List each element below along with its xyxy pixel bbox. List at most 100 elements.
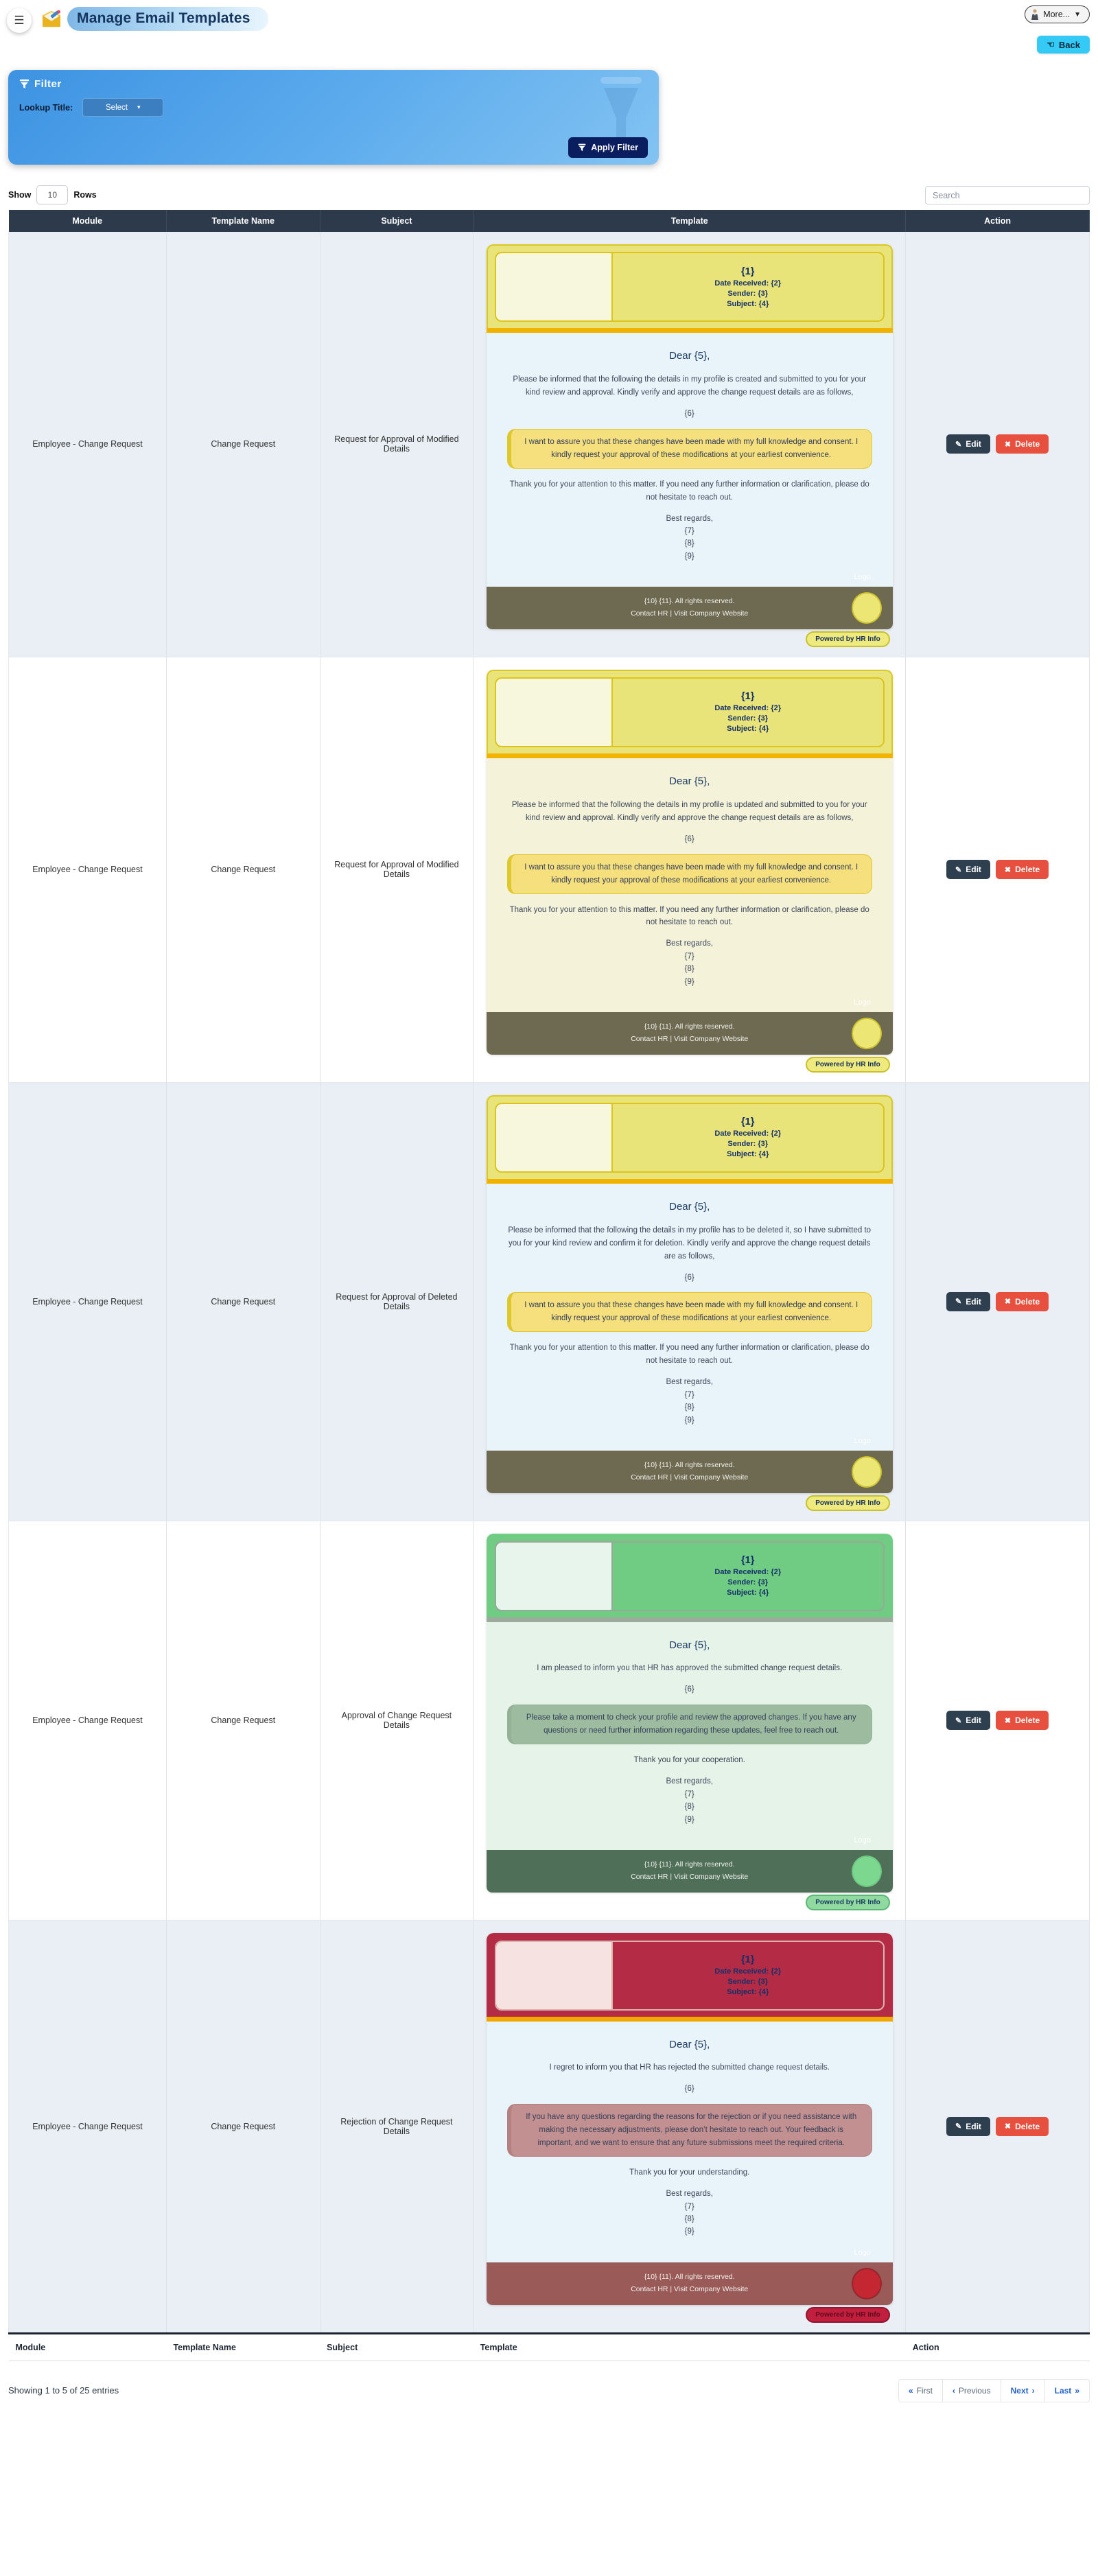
module-cell: Employee - Change Request xyxy=(8,657,167,1083)
previous-page-button[interactable]: ‹ Previous xyxy=(942,2378,1001,2402)
action-cell: ✎ Edit ✖ Delete xyxy=(905,1920,1090,2334)
email-footer-links: Contact HR | Visit Company Website xyxy=(631,609,749,618)
more-button[interactable]: More... ▼ xyxy=(1025,5,1090,23)
table-row: Employee - Change Request Change Request… xyxy=(8,1521,1090,1921)
show-label: Show xyxy=(8,190,32,200)
back-hand-icon: ☜ xyxy=(1047,39,1055,49)
hamburger-menu-icon[interactable]: ☰ xyxy=(7,8,32,33)
email-sender: Sender: {3} xyxy=(727,1978,769,1987)
powered-by-badge: Powered by HR Info xyxy=(806,1495,890,1511)
delete-button[interactable]: ✖ Delete xyxy=(995,2116,1049,2136)
email-footer: {10} {11}. All rights reserved. Contact … xyxy=(486,587,893,629)
email-template-preview: {1} Date Received: {2} Sender: {3} Subje… xyxy=(486,1932,893,2305)
subject-cell: Request for Approval of Modified Details xyxy=(320,232,474,657)
email-footer-rights: {10} {11}. All rights reserved. xyxy=(644,1461,735,1470)
email-body: Dear {5}, Please be informed that the fo… xyxy=(486,758,893,1013)
email-footer-rights: {10} {11}. All rights reserved. xyxy=(644,1860,735,1869)
template-cell: {1} Date Received: {2} Sender: {3} Subje… xyxy=(473,232,907,657)
powered-by-badge: Powered by HR Info xyxy=(806,2306,890,2323)
email-subject: Subject: {4} xyxy=(727,725,769,734)
delete-x-icon: ✖ xyxy=(1004,440,1012,449)
template-cell: {1} Date Received: {2} Sender: {3} Subje… xyxy=(473,1521,907,1921)
subject-cell: Rejection of Change Request Details xyxy=(320,1920,474,2334)
action-cell: ✎ Edit ✖ Delete xyxy=(905,1082,1090,1521)
email-signature-line: {8} xyxy=(684,965,694,974)
lookup-title-select[interactable]: Select ▾ xyxy=(82,98,164,117)
template-cell: {1} Date Received: {2} Sender: {3} Subje… xyxy=(473,657,907,1083)
back-button[interactable]: ☜ Back xyxy=(1037,36,1090,54)
footer-subject: Subject xyxy=(320,2332,474,2361)
delete-button[interactable]: ✖ Delete xyxy=(995,1291,1049,1311)
footer-logo-circle xyxy=(851,592,882,624)
logo-alt-text: Logo xyxy=(854,998,871,1007)
filter-icon xyxy=(19,79,30,89)
email-title: {1} xyxy=(741,266,755,277)
template-name-cell: Change Request xyxy=(166,1521,320,1921)
edit-button[interactable]: ✎ Edit xyxy=(946,860,990,880)
email-highlight-note: Please take a moment to check your profi… xyxy=(506,1705,872,1745)
last-page-button[interactable]: Last » xyxy=(1044,2378,1090,2402)
first-page-button[interactable]: « First xyxy=(898,2378,943,2402)
edit-button[interactable]: ✎ Edit xyxy=(946,2116,990,2136)
email-logo-placeholder xyxy=(495,1941,613,2009)
email-placeholder: {6} xyxy=(684,834,694,843)
email-footer-links: Contact HR | Visit Company Website xyxy=(631,2284,749,2293)
email-title: {1} xyxy=(741,1116,755,1128)
logo-alt-text: Logo xyxy=(854,1436,871,1445)
email-intro: I am pleased to inform you that HR has a… xyxy=(537,1664,843,1673)
edit-button[interactable]: ✎ Edit xyxy=(946,434,990,454)
table-row: Employee - Change Request Change Request… xyxy=(8,232,1090,657)
chevron-down-icon: ▾ xyxy=(137,104,141,110)
delete-button[interactable]: ✖ Delete xyxy=(995,434,1049,454)
email-intro: Please be informed that the following th… xyxy=(508,1226,872,1261)
email-signature-line: {9} xyxy=(684,977,694,986)
rows-per-page-input[interactable] xyxy=(36,185,69,204)
email-logo-placeholder xyxy=(495,1103,613,1171)
email-greeting: Dear {5}, xyxy=(669,2038,710,2050)
last-page-icon: » xyxy=(1075,2385,1079,2396)
email-date-received: Date Received: {2} xyxy=(714,1129,782,1138)
email-regards: Best regards, xyxy=(666,514,713,523)
module-cell: Employee - Change Request xyxy=(8,1521,167,1921)
email-highlight-note: I want to assure you that these changes … xyxy=(506,428,872,469)
delete-button[interactable]: ✖ Delete xyxy=(995,860,1049,880)
powered-by-badge: Powered by HR Info xyxy=(806,1894,890,1910)
email-header: {1} Date Received: {2} Sender: {3} Subje… xyxy=(486,1094,893,1179)
email-footer: {10} {11}. All rights reserved. Contact … xyxy=(486,1012,893,1055)
email-regards: Best regards, xyxy=(666,1378,713,1387)
email-logo-placeholder xyxy=(495,1542,613,1610)
edit-pencil-icon: ✎ xyxy=(955,440,962,449)
delete-button[interactable]: ✖ Delete xyxy=(995,1711,1049,1731)
email-greeting: Dear {5}, xyxy=(669,1639,710,1651)
page-title: Manage Email Templates xyxy=(67,7,268,31)
email-closing: Thank you for your cooperation. xyxy=(633,1756,745,1765)
email-body: Dear {5}, Please be informed that the fo… xyxy=(486,333,893,587)
footer-template-name: Template Name xyxy=(166,2332,320,2361)
email-footer-rights: {10} {11}. All rights reserved. xyxy=(644,597,735,606)
email-signature-line: {8} xyxy=(684,2215,694,2224)
search-input[interactable] xyxy=(925,186,1090,204)
header-module: Module xyxy=(8,210,167,232)
email-title: {1} xyxy=(741,1954,755,1966)
next-page-button[interactable]: Next › xyxy=(1000,2378,1045,2402)
delete-x-icon: ✖ xyxy=(1004,865,1012,874)
email-closing: Thank you for your attention to this mat… xyxy=(509,905,869,927)
email-header: {1} Date Received: {2} Sender: {3} Subje… xyxy=(486,244,893,328)
template-cell: {1} Date Received: {2} Sender: {3} Subje… xyxy=(473,1920,907,2334)
email-title: {1} xyxy=(741,1555,755,1567)
template-cell: {1} Date Received: {2} Sender: {3} Subje… xyxy=(473,1082,907,1521)
footer-template: Template xyxy=(473,2332,906,2361)
email-accent-bar xyxy=(486,1178,893,1184)
edit-button[interactable]: ✎ Edit xyxy=(946,1291,990,1311)
edit-pencil-icon: ✎ xyxy=(955,865,962,874)
module-cell: Employee - Change Request xyxy=(8,232,167,657)
email-sender: Sender: {3} xyxy=(727,289,769,298)
email-placeholder: {6} xyxy=(684,2085,694,2094)
table-footer-row: Module Template Name Subject Template Ac… xyxy=(8,2332,1090,2361)
email-accent-bar xyxy=(486,2016,893,2022)
email-body: Dear {5}, Please be informed that the fo… xyxy=(486,1183,893,1451)
edit-button[interactable]: ✎ Edit xyxy=(946,1711,990,1731)
table-row: Employee - Change Request Change Request… xyxy=(8,1082,1090,1521)
template-name-cell: Change Request xyxy=(166,232,320,657)
apply-filter-button[interactable]: Apply Filter xyxy=(568,137,648,158)
